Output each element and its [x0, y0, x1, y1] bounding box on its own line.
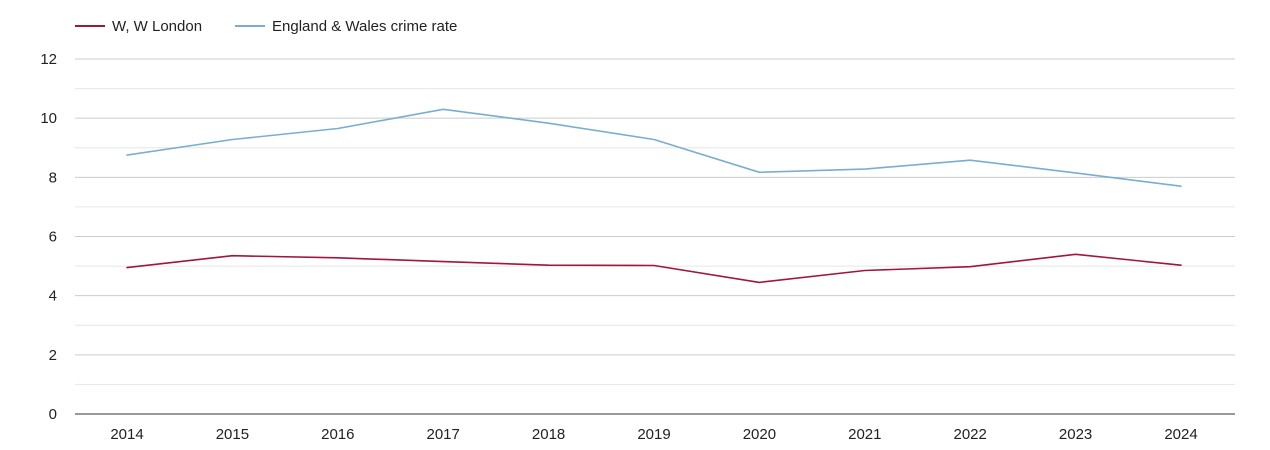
y-tick-label: 4	[49, 288, 57, 305]
legend: W, W London England & Wales crime rate	[75, 18, 457, 35]
x-tick-label: 2016	[321, 426, 354, 443]
x-tick-label: 2018	[532, 426, 565, 443]
x-tick-label: 2023	[1059, 426, 1092, 443]
x-tick-label: 2019	[637, 426, 670, 443]
y-tick-label: 6	[49, 229, 57, 246]
x-tick-label: 2024	[1164, 426, 1197, 443]
series-lines	[126, 108, 1182, 284]
legend-label-england-wales: England & Wales crime rate	[272, 18, 457, 35]
legend-label-w-london: W, W London	[112, 18, 202, 35]
x-tick-label: 2014	[110, 426, 143, 443]
y-tick-label: 2	[49, 347, 57, 364]
x-tick-label: 2015	[216, 426, 249, 443]
grid-lines	[75, 58, 1235, 385]
x-tick-label: 2020	[743, 426, 776, 443]
y-tick-label: 8	[49, 169, 57, 186]
y-axis-tick-labels: 0 2 4 6 8 10 12	[40, 51, 57, 423]
x-tick-label: 2017	[427, 426, 460, 443]
x-tick-label: 2021	[848, 426, 881, 443]
y-tick-label: 10	[40, 110, 57, 127]
x-axis-tick-labels: 2014 2015 2016 2017 2018 2019 2020 2021 2022 2023…	[110, 426, 1197, 443]
y-tick-label: 0	[49, 406, 57, 423]
series-line-england-wales	[126, 108, 1182, 187]
x-tick-label: 2022	[954, 426, 987, 443]
series-line-w-london	[126, 253, 1182, 284]
y-tick-label: 12	[40, 51, 57, 68]
